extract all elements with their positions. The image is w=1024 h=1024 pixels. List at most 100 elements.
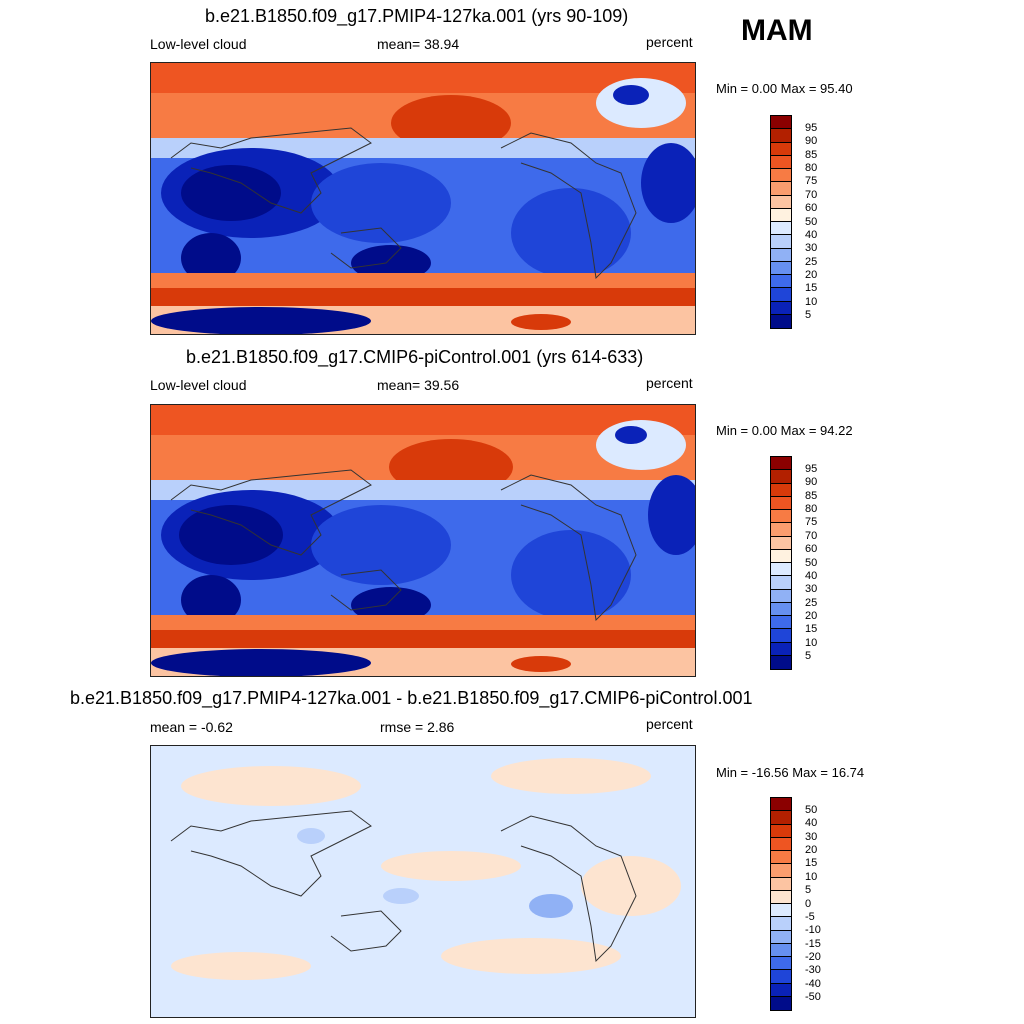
colorbar-tick-label: 50 bbox=[805, 803, 818, 816]
panel3-mean-label: mean = -0.62 bbox=[150, 719, 233, 735]
colorbar-swatch bbox=[771, 629, 791, 643]
colorbar-swatch bbox=[771, 208, 791, 222]
colorbar-tick-label: 70 bbox=[805, 188, 818, 201]
colorbar-tick-label: 10 bbox=[805, 636, 818, 649]
colorbar-tick-label: -40 bbox=[805, 977, 821, 990]
colorbar-tick-label: 75 bbox=[805, 516, 818, 529]
colorbar-swatch bbox=[771, 314, 791, 328]
colorbar-swatch bbox=[771, 261, 791, 275]
colorbar-tick-label: 30 bbox=[805, 830, 818, 843]
panel3-map bbox=[150, 745, 696, 1018]
colorbar-swatch bbox=[771, 222, 791, 236]
panel2-units-label: percent bbox=[646, 375, 693, 391]
colorbar-tick-label: 0 bbox=[805, 897, 812, 910]
colorbar-swatch bbox=[771, 642, 791, 656]
colorbar-tick-label: -15 bbox=[805, 937, 821, 950]
colorbar-swatch bbox=[771, 536, 791, 550]
colorbar-swatch bbox=[771, 169, 791, 183]
panel1-minmax: Min = 0.00 Max = 95.40 bbox=[716, 81, 853, 96]
panel2-map-field bbox=[151, 405, 695, 676]
colorbar-tick-label: 15 bbox=[805, 282, 818, 295]
colorbar-tick-label: 60 bbox=[805, 543, 818, 556]
panel1-title: b.e21.B1850.f09_g17.PMIP4-127ka.001 (yrs… bbox=[205, 6, 629, 26]
panel3-units-label: percent bbox=[646, 716, 693, 732]
colorbar-tick-label: 75 bbox=[805, 175, 818, 188]
colorbar-swatch bbox=[771, 155, 791, 169]
colorbar-swatch bbox=[771, 930, 791, 944]
colorbar-tick-label: -30 bbox=[805, 964, 821, 977]
colorbar-swatch bbox=[771, 864, 791, 878]
colorbar-tick-label: 25 bbox=[805, 596, 818, 609]
colorbar-tick-label: 15 bbox=[805, 857, 818, 870]
colorbar-swatch bbox=[771, 129, 791, 143]
colorbar-swatch bbox=[771, 182, 791, 196]
colorbar-swatch bbox=[771, 483, 791, 497]
panel2-mean-label: mean= 39.56 bbox=[377, 377, 460, 393]
colorbar-tick-label: 95 bbox=[805, 462, 818, 475]
panel3-minmax: Min = -16.56 Max = 16.74 bbox=[716, 765, 865, 780]
colorbar-tick-label: -50 bbox=[805, 991, 821, 1004]
colorbar-swatch bbox=[771, 616, 791, 630]
colorbar-swatch bbox=[771, 563, 791, 577]
colorbar-swatch bbox=[771, 957, 791, 971]
colorbar-tick-label: 15 bbox=[805, 623, 818, 636]
colorbar-swatch bbox=[771, 890, 791, 904]
colorbar-tick-label: 25 bbox=[805, 255, 818, 268]
colorbar-tick-label: 10 bbox=[805, 295, 818, 308]
colorbar-swatch bbox=[771, 496, 791, 510]
panel1-map-field bbox=[151, 63, 695, 334]
colorbar-swatch bbox=[771, 275, 791, 289]
colorbar-tick-label: 50 bbox=[805, 556, 818, 569]
colorbar-tick-label: 80 bbox=[805, 162, 818, 174]
colorbar-swatch bbox=[771, 142, 791, 156]
colorbar-swatch bbox=[771, 983, 791, 997]
colorbar-tick-label: 30 bbox=[805, 242, 818, 255]
colorbar-tick-label: -10 bbox=[805, 924, 821, 937]
colorbar-swatch bbox=[771, 811, 791, 825]
panel2-variable-label: Low-level cloud bbox=[150, 377, 247, 393]
colorbar-tick-label: 85 bbox=[805, 489, 818, 502]
colorbar-tick-label: 40 bbox=[805, 228, 818, 241]
colorbar-swatch bbox=[771, 943, 791, 957]
colorbar-tick-label: 20 bbox=[805, 269, 818, 281]
colorbar-swatch bbox=[771, 851, 791, 865]
colorbar-tick-label: 85 bbox=[805, 148, 818, 161]
colorbar-tick-label: 60 bbox=[805, 202, 818, 215]
colorbar-swatch bbox=[771, 576, 791, 590]
colorbar-tick-label: -20 bbox=[805, 951, 821, 963]
colorbar-swatch bbox=[771, 248, 791, 262]
colorbar-swatch bbox=[771, 457, 791, 471]
colorbar-swatch bbox=[771, 523, 791, 537]
panel2-title: b.e21.B1850.f09_g17.CMIP6-piControl.001 … bbox=[186, 347, 644, 367]
panel1-colorbar bbox=[770, 115, 792, 329]
colorbar-tick-label: 30 bbox=[805, 583, 818, 596]
colorbar-swatch bbox=[771, 602, 791, 616]
colorbar-tick-label: 20 bbox=[805, 610, 818, 622]
colorbar-swatch bbox=[771, 589, 791, 603]
colorbar-swatch bbox=[771, 877, 791, 891]
panel3-rmse-label: rmse = 2.86 bbox=[380, 719, 455, 735]
colorbar-tick-label: 10 bbox=[805, 870, 818, 883]
panel3-map-field bbox=[151, 746, 695, 1017]
colorbar-swatch bbox=[771, 917, 791, 931]
colorbar-tick-label: 50 bbox=[805, 215, 818, 228]
colorbar-swatch bbox=[771, 510, 791, 524]
colorbar-swatch bbox=[771, 655, 791, 669]
colorbar-tick-label: 5 bbox=[805, 884, 812, 897]
colorbar-swatch bbox=[771, 195, 791, 209]
colorbar-tick-label: 20 bbox=[805, 844, 818, 856]
panel2-colorbar bbox=[770, 456, 792, 670]
colorbar-swatch bbox=[771, 904, 791, 918]
season-label: MAM bbox=[741, 14, 813, 47]
panel1-mean-label: mean= 38.94 bbox=[377, 36, 460, 52]
colorbar-tick-label: 40 bbox=[805, 817, 818, 830]
colorbar-tick-label: 80 bbox=[805, 503, 818, 515]
colorbar-tick-label: 95 bbox=[805, 121, 818, 134]
colorbar-tick-label: 90 bbox=[805, 476, 818, 489]
panel1-variable-label: Low-level cloud bbox=[150, 36, 247, 52]
colorbar-swatch bbox=[771, 235, 791, 249]
panel3-title: b.e21.B1850.f09_g17.PMIP4-127ka.001 - b.… bbox=[70, 688, 753, 708]
panel3-colorbar bbox=[770, 797, 792, 1011]
colorbar-swatch bbox=[771, 798, 791, 812]
colorbar-swatch bbox=[771, 470, 791, 484]
